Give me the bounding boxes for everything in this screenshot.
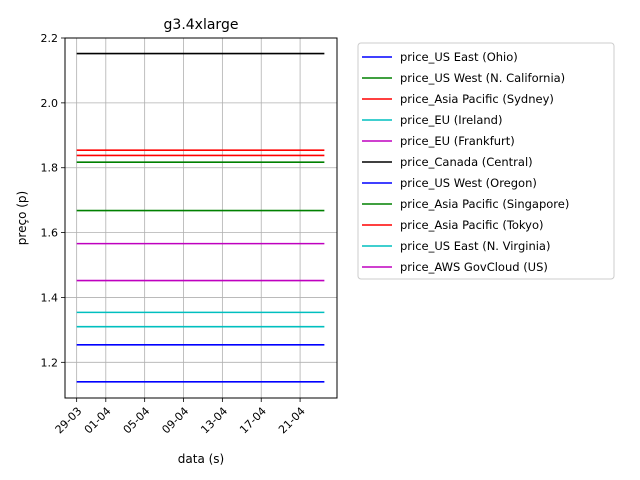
y-tick-label: 1.6 <box>41 227 59 240</box>
chart-title: g3.4xlarge <box>164 17 239 33</box>
legend-label: price_US East (Ohio) <box>400 50 518 64</box>
legend-label: price_US West (Oregon) <box>400 176 537 190</box>
legend-item: price_US West (Oregon) <box>362 176 537 190</box>
legend-item: price_US West (N. California) <box>362 71 565 85</box>
legend-label: price_AWS GovCloud (US) <box>400 260 548 274</box>
legend-item: price_US East (N. Virginia) <box>362 239 550 253</box>
legend-label: price_Asia Pacific (Singapore) <box>400 197 569 211</box>
legend-label: price_US West (N. California) <box>400 71 565 85</box>
legend-label: price_EU (Frankfurt) <box>400 134 515 148</box>
y-tick-label: 2.2 <box>41 32 59 45</box>
y-tick-label: 1.4 <box>41 291 59 304</box>
y-tick-label: 1.2 <box>41 356 59 369</box>
legend-label: price_Asia Pacific (Tokyo) <box>400 218 544 232</box>
y-axis-ticks: 1.2 1.4 1.6 1.8 2.0 2.2 <box>41 32 65 369</box>
legend-label: price_US East (N. Virginia) <box>400 239 550 253</box>
legend-item: price_EU (Ireland) <box>362 113 502 127</box>
legend-item: price_US East (Ohio) <box>362 50 518 64</box>
legend-item: price_Asia Pacific (Sydney) <box>362 92 554 106</box>
y-tick-label: 1.8 <box>41 162 59 175</box>
legend-item: price_Canada (Central) <box>362 155 533 169</box>
y-axis-label: preço (p) <box>15 191 29 245</box>
legend-entries: price_US East (Ohio) price_US West (N. Ca… <box>362 50 569 274</box>
legend-label: price_Canada (Central) <box>400 155 533 169</box>
y-tick-label: 2.0 <box>41 97 59 110</box>
legend-box <box>357 42 615 280</box>
series-lines <box>76 52 325 383</box>
legend: price_US East (Ohio) price_US West (N. Ca… <box>357 42 615 280</box>
legend-item: price_Asia Pacific (Singapore) <box>362 197 569 211</box>
axes-background <box>65 38 337 398</box>
legend-item: price_AWS GovCloud (US) <box>362 260 548 274</box>
legend-item: price_Asia Pacific (Tokyo) <box>362 218 544 232</box>
axes-frame <box>64 37 338 399</box>
legend-label: price_EU (Ireland) <box>400 113 502 127</box>
x-axis-label: data (s) <box>178 452 224 466</box>
legend-label: price_Asia Pacific (Sydney) <box>400 92 554 106</box>
legend-item: price_EU (Frankfurt) <box>362 134 515 148</box>
